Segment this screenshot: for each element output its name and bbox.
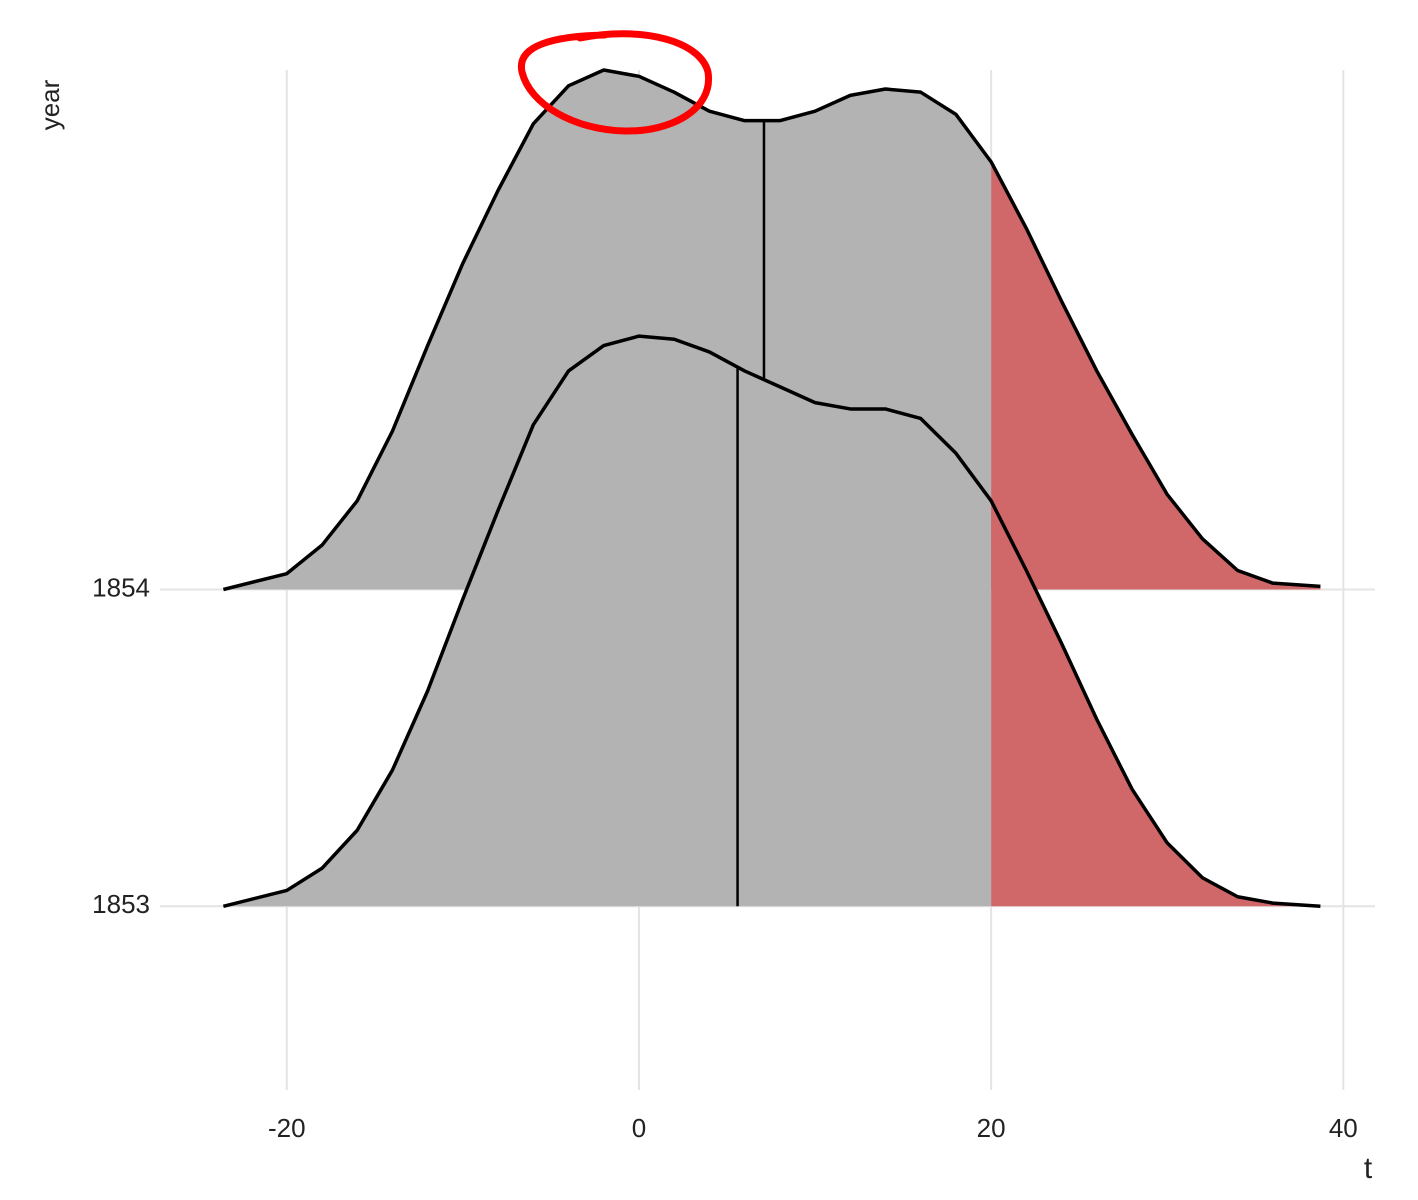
ridge-tail-fill xyxy=(991,500,1321,907)
x-tick-label: -20 xyxy=(268,1113,306,1143)
x-tick-label: 0 xyxy=(632,1113,646,1143)
x-tick-label: 40 xyxy=(1329,1113,1358,1143)
ridge-fill xyxy=(223,336,992,907)
x-tick-label: 20 xyxy=(977,1113,1006,1143)
ridge-line xyxy=(222,334,1321,909)
ridge-line xyxy=(222,68,1321,592)
x-axis-label: t xyxy=(1364,1152,1373,1185)
ridge-tail-fill xyxy=(991,161,1321,590)
annotation-circle xyxy=(517,30,712,135)
y-tick-label: 1853 xyxy=(92,889,150,919)
y-tick-label: 1854 xyxy=(92,572,150,602)
plot: -20 0 20 40 1853 1854 xyxy=(92,68,1375,1143)
y-axis-label: year xyxy=(35,79,65,130)
